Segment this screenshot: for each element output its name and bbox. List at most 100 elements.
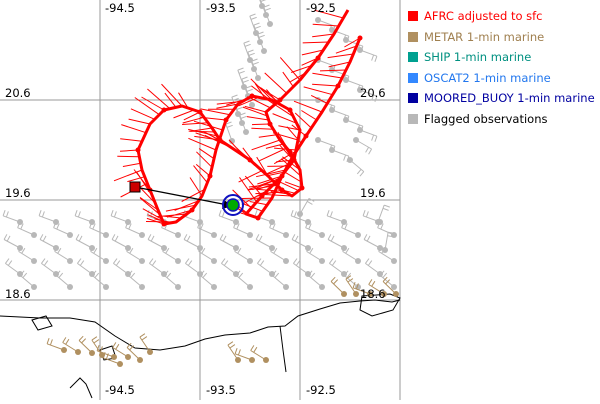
flagged-barb-78 (113, 259, 131, 277)
flagged-barb-37-tick-1 (219, 210, 221, 216)
flagged-barb-20-tick-2 (372, 55, 374, 61)
flagged-barb-100-dot (382, 247, 388, 253)
metar-barb-3-tick-1 (79, 336, 83, 340)
flagged-barb-44-dot (103, 232, 109, 238)
lon-label-top-3: -92.5 (306, 1, 336, 15)
flagged-barb-71-dot (283, 258, 289, 264)
afrc-dot-3 (336, 84, 341, 89)
flagged-barb-77-dot (89, 271, 95, 277)
flagged-barb-32-tick-1 (39, 210, 41, 216)
legend-swatch-oscat2 (408, 73, 418, 83)
flagged-barb-29-dot (315, 137, 321, 143)
flagged-barb-62-tick-1 (328, 234, 331, 239)
flagged-barb-85 (365, 259, 383, 277)
lon-label-bottom-3: -92.5 (306, 383, 336, 397)
flagged-barb-91-dot (211, 284, 217, 290)
legend-swatch-afrc (408, 11, 418, 21)
flagged-barb-92-tick-2 (239, 273, 243, 278)
afrc-dot-41 (300, 186, 305, 191)
flagged-barb-101-tick-2 (307, 201, 312, 204)
afrc-barb-86 (120, 139, 142, 142)
flagged-barb-11-tick-1 (242, 77, 248, 79)
metar-barb-16-dot (147, 349, 153, 355)
flagged-barb-15-dot (243, 129, 249, 135)
flagged-barb-7-tick-1 (244, 41, 250, 43)
flagged-barb-76 (41, 259, 59, 277)
flagged-barb-86-tick-2 (23, 273, 27, 278)
flagged-barb-4-tick-1 (250, 14, 256, 16)
afrc-barb-140 (265, 73, 287, 93)
flagged-barb-84 (329, 259, 347, 277)
flagged-barb-20-tick-1 (375, 56, 377, 62)
flagged-barb-33-tick-1 (75, 210, 77, 216)
flagged-barb-28-dot (357, 127, 363, 133)
metar-barb-2-tick-2 (66, 339, 69, 344)
flagged-barb-75-dot (17, 271, 23, 277)
flagged-barb-30-tick-2 (344, 155, 346, 161)
metar-barb-10-dot (263, 357, 269, 363)
flagged-barb-80-dot (197, 271, 203, 277)
flagged-barb-31-dot (17, 219, 23, 225)
flagged-barb-37-tick-2 (222, 211, 224, 217)
lat-label-right-1: 20.6 (360, 86, 386, 100)
metar-barb-5-dot (111, 354, 117, 360)
flagged-barb-56-tick-2 (115, 236, 118, 241)
legend-label-flagged: Flagged observations (424, 112, 548, 126)
lon-label-top-1: -94.5 (105, 1, 135, 15)
flagged-barb-37-dot (233, 219, 239, 225)
metar-barb-10-tick-1 (251, 345, 254, 350)
legend-item-afrc: AFRC adjusted to sfc (408, 6, 598, 27)
flagged-barb-66-dot (103, 258, 109, 264)
legend-item-oscat2: OSCAT2 1-min marine (408, 68, 598, 89)
metar-barb-14-tick-2 (372, 281, 375, 286)
afrc-barb-5 (320, 70, 346, 71)
flagged-barb-92-dot (247, 284, 253, 290)
flagged-barb-30-dot (329, 147, 335, 153)
legend-label-afrc: AFRC adjusted to sfc (424, 9, 543, 23)
flagged-barb-43-dot (67, 232, 73, 238)
flagged-barb-2-tick-2 (261, 0, 267, 1)
legend-swatch-metar (408, 32, 418, 42)
flagged-barb-50-dot (319, 232, 325, 238)
afrc-dot-19 (224, 118, 229, 123)
afrc-barb-11 (301, 111, 316, 121)
afrc-dot-31 (162, 108, 167, 113)
metar-barb-7 (127, 343, 143, 363)
afrc-dot-9 (256, 216, 261, 221)
afrc-barb-8 (304, 87, 333, 95)
flagged-barb-81-tick-1 (221, 259, 225, 264)
flagged-barb-47-dot (211, 232, 217, 238)
flagged-barb-98 (353, 137, 372, 154)
flagged-barb-96-dot (391, 284, 397, 290)
flagged-barb-59-tick-2 (223, 236, 226, 241)
flagged-barb-48-dot (247, 232, 253, 238)
flagged-barb-83 (293, 259, 311, 277)
flagged-barb-82-dot (269, 271, 275, 277)
legend-label-metar: METAR 1-min marine (424, 30, 544, 44)
afrc-dot-7 (280, 174, 285, 179)
metar-barb-8-dot (235, 357, 241, 363)
flagged-barb-64-dot (31, 258, 37, 264)
flagged-barb-57-tick-1 (148, 234, 151, 239)
flagged-barb-30 (329, 147, 349, 162)
flagged-barb-84-dot (341, 271, 347, 277)
flagged-barb-83-tick-2 (296, 261, 300, 266)
lat-label-right-3: 18.6 (360, 287, 386, 301)
flagged-barb-55-tick-2 (79, 236, 82, 241)
flagged-barb-8-tick-1 (248, 50, 254, 52)
flagged-barb-97 (347, 157, 364, 176)
flagged-barb-83-dot (305, 271, 311, 277)
metar-barb-11-tick-2 (334, 280, 338, 284)
flagged-barb-82-tick-1 (257, 259, 261, 264)
lon-label-bottom-1: -94.5 (105, 383, 135, 397)
flagged-barb-84-tick-2 (332, 261, 336, 266)
flagged-barb-13-tick-1 (232, 95, 238, 97)
flagged-barb-63-tick-1 (364, 234, 367, 239)
legend-item-moored-buoy: MOORED_BUOY 1-min marine (408, 88, 598, 109)
metar-barb-17-dot (117, 361, 123, 367)
afrc-barb-88 (129, 119, 150, 124)
flagged-barb-99-tick-2 (383, 208, 389, 210)
flagged-barb-28 (357, 127, 377, 142)
flagged-barb-65-dot (67, 258, 73, 264)
